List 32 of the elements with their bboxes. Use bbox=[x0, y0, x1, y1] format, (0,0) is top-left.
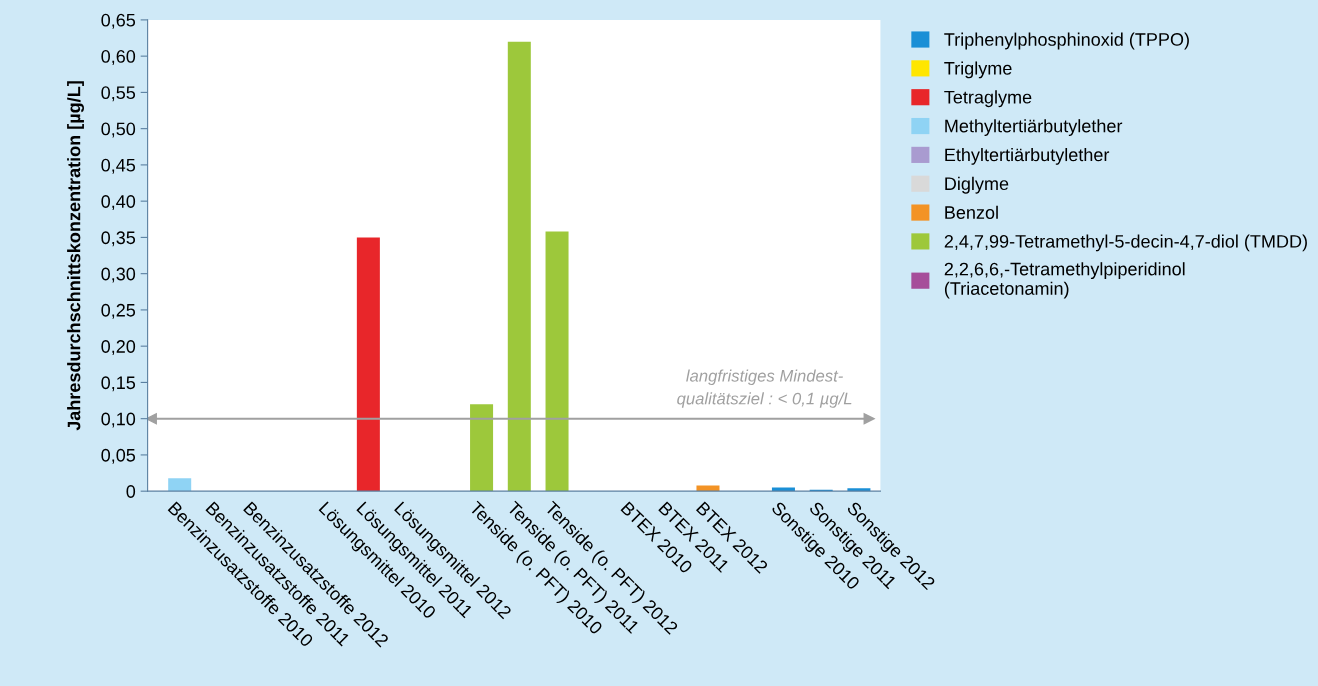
y-tick-label: 0,65 bbox=[101, 13, 136, 29]
legend-label: Methyltertiärbutylether bbox=[945, 119, 1123, 136]
legend-label: Diglyme bbox=[945, 176, 1009, 194]
legend-label: 2,4,7,99-Tetramethyl-5-decin-4,7-diol (TMDD) bbox=[944, 234, 1307, 252]
bar bbox=[168, 478, 192, 492]
legend-label: Triphenylphosphinoxid (TPPO) bbox=[944, 32, 1189, 50]
y-tick-label: 0,25 bbox=[101, 303, 136, 319]
y-tick-label: 0,40 bbox=[101, 195, 136, 211]
bar bbox=[507, 41, 531, 492]
y-tick-label: 0,35 bbox=[101, 231, 136, 247]
legend-label: Triglyme bbox=[944, 61, 1012, 79]
y-tick-label: 0,15 bbox=[101, 376, 136, 392]
bar bbox=[696, 485, 720, 492]
y-tick-label: 0,30 bbox=[101, 267, 136, 283]
legend-label: Tetraglyme bbox=[944, 90, 1032, 108]
legend-label: Benzol bbox=[945, 205, 998, 219]
y-tick-label: 0,05 bbox=[101, 448, 136, 464]
y-tick-label: 0 bbox=[126, 485, 136, 498]
ref-line-label: langfristiges Mindest- qualitätsziel : < 0,1 µg/L bbox=[677, 369, 852, 408]
legend-label: Ethyltertiärbutylether bbox=[945, 147, 1110, 165]
y-tick-label: 0,50 bbox=[101, 122, 136, 138]
y-tick-label: 0,45 bbox=[101, 158, 136, 174]
bar bbox=[470, 404, 494, 492]
y-tick-label: 0,55 bbox=[101, 86, 136, 102]
y-tick-label: 0,20 bbox=[101, 340, 136, 356]
bar bbox=[356, 237, 380, 492]
legend-label: 2,2,6,6,-Tetramethylpiperidinol (Triacetonamin) bbox=[944, 262, 1185, 299]
y-tick-label: 0,10 bbox=[101, 412, 136, 428]
bar bbox=[847, 488, 871, 492]
y-tick-label: 0,60 bbox=[101, 50, 136, 65]
y-axis-title: Jahresdurchschnittskonzentration [µg/L] bbox=[67, 81, 85, 431]
bar bbox=[545, 231, 569, 492]
